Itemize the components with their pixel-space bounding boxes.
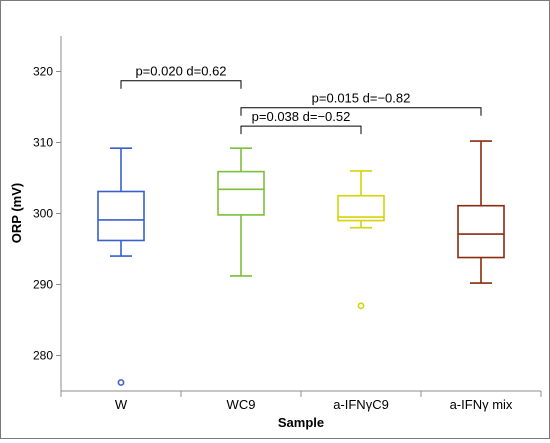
significance-bracket: p=0.020 d=0.62 — [120, 64, 242, 89]
box-3 — [337, 170, 385, 310]
outlier-point — [357, 302, 365, 310]
iqr-box — [97, 190, 145, 242]
y-tick-label: 290 — [33, 278, 53, 292]
significance-bracket: p=0.038 d=−0.52 — [240, 109, 362, 135]
y-tick-label: 320 — [33, 65, 53, 79]
y-axis-title: ORP (mV) — [9, 183, 24, 243]
outlier-point — [117, 379, 125, 386]
x-tick-label: W — [115, 397, 128, 412]
box-1 — [97, 147, 145, 386]
bracket-line — [240, 107, 482, 116]
significance-annotations: p=0.020 d=0.62 p=0.015 d=−0.82 p=0.038 d=−… — [120, 64, 482, 135]
y-tick-label: 310 — [33, 136, 53, 150]
x-tick-label: WC9 — [227, 397, 256, 412]
bracket-label: p=0.015 d=−0.82 — [312, 91, 411, 106]
iqr-box — [457, 204, 505, 259]
bracket-label: p=0.038 d=−0.52 — [252, 109, 351, 124]
bracket-line — [240, 125, 362, 135]
x-tick-label: a-IFNγ mix — [450, 397, 513, 412]
y-tick-label: 300 — [33, 207, 53, 221]
significance-bracket: p=0.015 d=−0.82 — [240, 91, 482, 116]
iqr-box — [217, 170, 265, 216]
axis-ticks: 280 290 300 310 320 W WC9 a-IFNγC9 a-IFNγ mix — [33, 65, 542, 412]
x-axis-title: Sample — [278, 415, 324, 430]
bracket-label: p=0.020 d=0.62 — [135, 64, 226, 79]
boxes — [97, 140, 505, 386]
x-tick-label: a-IFNγC9 — [333, 397, 389, 412]
box-2 — [217, 147, 265, 277]
y-tick-label: 280 — [33, 349, 53, 363]
box-4 — [457, 140, 505, 284]
bracket-line — [120, 80, 242, 89]
